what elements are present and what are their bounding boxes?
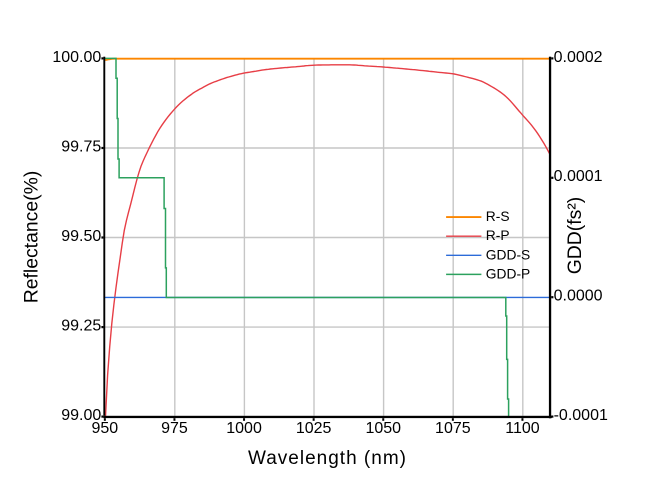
svg-text:1075: 1075 — [435, 420, 471, 437]
svg-text:-0.0001: -0.0001 — [554, 407, 608, 424]
svg-text:99.25: 99.25 — [61, 318, 101, 335]
svg-text:99.75: 99.75 — [61, 138, 101, 155]
svg-text:Wavelength (nm): Wavelength (nm) — [248, 448, 407, 469]
svg-text:0.0001: 0.0001 — [554, 168, 603, 185]
svg-text:0.0002: 0.0002 — [554, 49, 603, 66]
svg-text:R-P: R-P — [486, 228, 510, 243]
svg-text:GDD-S: GDD-S — [486, 247, 530, 262]
svg-text:GDD-P: GDD-P — [486, 266, 530, 281]
svg-text:Reflectance(%): Reflectance(%) — [21, 171, 43, 304]
svg-text:99.00: 99.00 — [61, 407, 101, 424]
svg-text:1100: 1100 — [505, 420, 540, 437]
svg-text:950: 950 — [91, 420, 118, 437]
svg-text:R-S: R-S — [486, 209, 510, 224]
svg-text:0.0000: 0.0000 — [554, 288, 603, 305]
svg-text:GDD(fs²): GDD(fs²) — [564, 197, 586, 275]
svg-text:1000: 1000 — [226, 420, 262, 437]
svg-text:975: 975 — [161, 420, 188, 437]
svg-text:99.50: 99.50 — [61, 228, 101, 245]
svg-text:1050: 1050 — [365, 420, 401, 437]
svg-text:100.00: 100.00 — [52, 49, 101, 66]
svg-text:1025: 1025 — [296, 420, 332, 437]
